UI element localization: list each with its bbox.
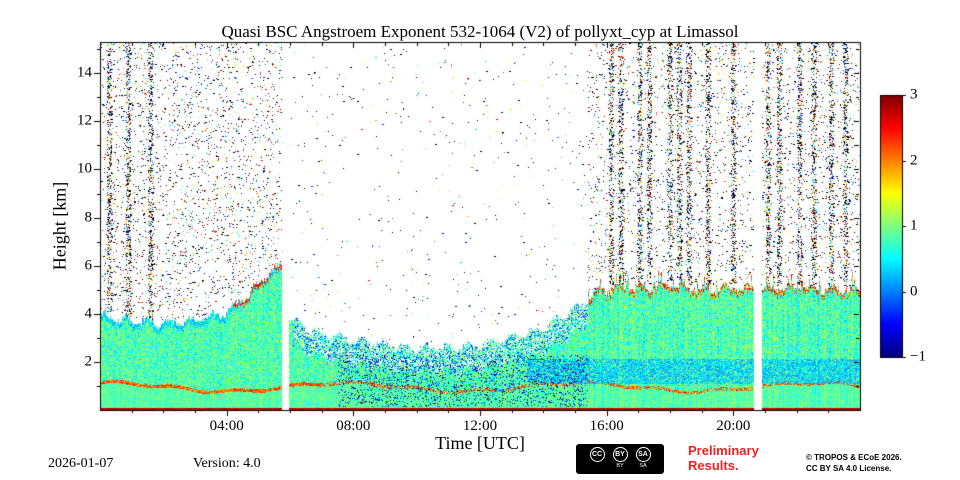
cc-by-icon: BY — [612, 447, 628, 462]
preliminary-line1: Preliminary — [688, 443, 759, 458]
x-tick-label: 08:00 — [336, 418, 371, 434]
y-tick-label: 12 — [77, 112, 92, 129]
copyright-line1: © TROPOS & ECoE 2026. — [806, 453, 902, 462]
cc-item: CC — [589, 447, 605, 474]
copyright-line2: CC BY SA 4.0 License. — [806, 463, 892, 473]
x-axis-label: Time [UTC] — [435, 433, 525, 453]
y-tick-label: 6 — [84, 257, 93, 274]
preliminary-results-label: Preliminary Results. — [688, 443, 759, 473]
cc-sa-sub-label: SA — [639, 463, 647, 469]
measurement-date-label: 2026-01-07 — [48, 456, 114, 471]
y-axis-label: Height [km] — [49, 181, 70, 271]
cc-sa-icon: SA — [635, 447, 651, 462]
y-tick-label: 8 — [84, 209, 93, 226]
y-tick-label: 4 — [84, 305, 93, 322]
x-tick-label: 04:00 — [209, 418, 244, 434]
x-tick-label: 12:00 — [462, 418, 498, 434]
cc-item: SA SA — [635, 447, 651, 474]
colorbar-tick-label: 0 — [910, 283, 918, 299]
cc-icon: CC — [589, 447, 605, 462]
y-tick-label: 2 — [84, 353, 93, 370]
cc-item: BY BY — [612, 447, 628, 474]
colorbar-tick-label: 2 — [910, 152, 918, 168]
y-tick-label: 10 — [77, 160, 92, 177]
cc-by-sub-label: BY — [616, 463, 624, 469]
preliminary-line2: Results. — [688, 457, 739, 473]
x-tick-label: 16:00 — [589, 418, 624, 434]
colorbar-tick-label: −1 — [910, 348, 926, 365]
copyright-label: © TROPOS & ECoE 2026. CC BY SA 4.0 Licen… — [806, 453, 902, 475]
colorbar-tick-label: 1 — [910, 217, 918, 234]
cc-license-badge: CC BY BY SA SA — [576, 444, 664, 474]
x-tick-label: 20:00 — [716, 418, 751, 434]
version-label: Version: 4.0 — [193, 456, 261, 471]
chart-title: Quasi BSC Angstroem Exponent 532-1064 (V… — [221, 22, 739, 41]
colorbar-tick-label: 3 — [910, 86, 918, 103]
y-tick-label: 14 — [77, 64, 92, 81]
